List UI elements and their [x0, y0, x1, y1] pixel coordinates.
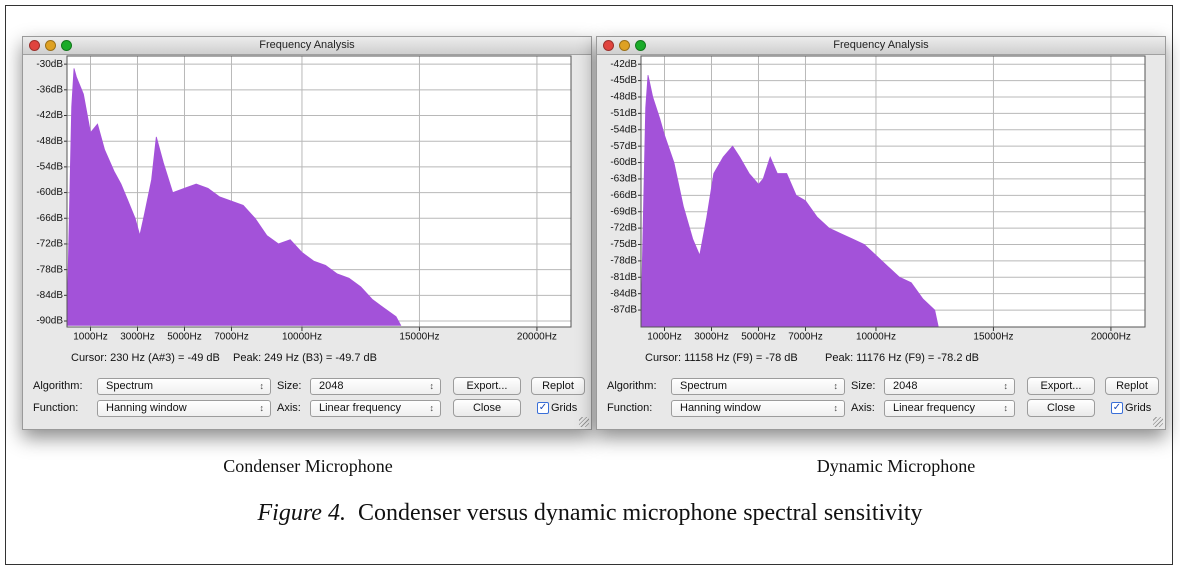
window-button[interactable] [603, 40, 614, 51]
x-tick-label: 20000Hz [517, 332, 557, 343]
spectrum-area [640, 75, 939, 327]
plot-border [640, 55, 1146, 328]
x-tick-label: 15000Hz [973, 332, 1013, 343]
y-tick-label: -78dB [36, 264, 63, 275]
y-tick-label: -84dB [610, 288, 637, 299]
button[interactable]: Replot [531, 377, 585, 395]
window-button[interactable] [635, 40, 646, 51]
window-button[interactable] [45, 40, 56, 51]
button[interactable]: Close [453, 399, 521, 417]
y-tick-label: -72dB [610, 223, 637, 234]
page: { "chart_data": [ {"type": "area", "colo… [0, 0, 1180, 553]
x-tick-label: 5000Hz [167, 332, 201, 343]
x-tick-label: 1000Hz [647, 332, 681, 343]
y-tick-label: -57dB [610, 141, 637, 152]
label: Algorithm: [33, 380, 83, 392]
y-tick-label: -42dB [610, 59, 637, 70]
y-tick-label: -54dB [36, 162, 63, 173]
button[interactable]: Export... [453, 377, 521, 395]
figure-caption: Figure 4. Condenser versus dynamic micro… [258, 500, 923, 527]
label: Grids [1125, 402, 1152, 414]
caption: Dynamic Microphone [816, 456, 976, 476]
y-tick-label: -81dB [610, 272, 637, 283]
y-tick-label: -84dB [36, 290, 63, 301]
y-tick-label: -66dB [610, 190, 637, 201]
resize-grip [1153, 417, 1163, 427]
label: Grids [551, 402, 578, 414]
x-tick-label: 7000Hz [214, 332, 248, 343]
y-tick-label: -45dB [610, 75, 637, 86]
y-tick-label: -63dB [610, 174, 637, 185]
checkbox[interactable]: ✓ [537, 402, 549, 414]
cursor-readout: Cursor: 230 Hz (A#3) = -49 dB [71, 352, 220, 364]
window: Frequency Analysis -42dB -45dB -48dB -51dB -5… [596, 36, 1166, 430]
x-tick-label: 10000Hz [282, 332, 322, 343]
button[interactable]: Export... [1027, 377, 1095, 395]
label: Algorithm: [607, 380, 657, 392]
title-bar: Frequency Analysis [23, 37, 591, 55]
label: Axis: [277, 402, 301, 414]
label: Axis: [851, 402, 875, 414]
x-tick-label: 3000Hz [120, 332, 154, 343]
window-button[interactable] [61, 40, 72, 51]
y-tick-label: -75dB [610, 239, 637, 250]
x-tick-label: 15000Hz [399, 332, 439, 343]
label: Function: [33, 402, 79, 414]
y-tick-label: -87dB [610, 305, 637, 316]
dropdown[interactable]: 2048 [884, 378, 1015, 395]
caption: Condenser Microphone [223, 456, 393, 476]
x-tick-label: 5000Hz [741, 332, 775, 343]
window-button[interactable] [29, 40, 40, 51]
button[interactable]: Close [1027, 399, 1095, 417]
dropdown[interactable]: Linear frequency [310, 400, 441, 417]
label: Size: [851, 380, 876, 392]
spectrum-plot: -30dB -36dB -42dB -48dB -54dB -60dB -66dB -72dB… [36, 55, 572, 343]
spectrum-area [66, 68, 402, 326]
y-tick-label: -30dB [36, 59, 63, 70]
peak-readout: Peak: 11176 Hz (F9) = -78.2 dB [825, 352, 979, 364]
resize-grip [579, 417, 589, 427]
checkbox[interactable]: ✓ [1111, 402, 1123, 414]
label: Size: [277, 380, 302, 392]
y-tick-label: -90dB [36, 316, 63, 327]
dropdown[interactable]: Spectrum [671, 378, 845, 395]
title-bar: Frequency Analysis [597, 37, 1165, 55]
x-tick-label: 3000Hz [694, 332, 728, 343]
cursor-readout: Cursor: 11158 Hz (F9) = -78 dB [645, 352, 798, 364]
y-tick-label: -48dB [36, 136, 63, 147]
x-tick-label: 7000Hz [788, 332, 822, 343]
dropdown[interactable]: Linear frequency [884, 400, 1015, 417]
dropdown[interactable]: Spectrum [97, 378, 271, 395]
peak-readout: Peak: 249 Hz (B3) = -49.7 dB [233, 352, 377, 364]
plot-border [66, 55, 572, 328]
y-tick-label: -51dB [610, 108, 637, 119]
y-tick-label: -42dB [36, 110, 63, 121]
window-button[interactable] [619, 40, 630, 51]
y-tick-label: -69dB [610, 206, 637, 217]
button[interactable]: Replot [1105, 377, 1159, 395]
y-tick-label: -60dB [610, 157, 637, 168]
y-tick-label: -66dB [36, 213, 63, 224]
dropdown[interactable]: Hanning window [671, 400, 845, 417]
window: Frequency Analysis -30dB -36dB -42dB -48dB -5… [22, 36, 592, 430]
x-tick-label: 20000Hz [1091, 332, 1131, 343]
y-tick-label: -48dB [610, 92, 637, 103]
x-tick-label: 10000Hz [856, 332, 896, 343]
label: Function: [607, 402, 653, 414]
y-tick-label: -78dB [610, 256, 637, 267]
spectrum-plot: -42dB -45dB -48dB -51dB -54dB -57dB -60dB -63dB… [610, 55, 1146, 343]
dropdown[interactable]: Hanning window [97, 400, 271, 417]
figure-label: Figure 4. [257, 500, 346, 526]
y-tick-label: -54dB [610, 124, 637, 135]
dropdown[interactable]: 2048 [310, 378, 441, 395]
figure-text: Condenser versus dynamic microphone spec… [357, 500, 923, 526]
x-tick-label: 1000Hz [73, 332, 107, 343]
y-tick-label: -72dB [36, 239, 63, 250]
y-tick-label: -60dB [36, 187, 63, 198]
y-tick-label: -36dB [36, 84, 63, 95]
